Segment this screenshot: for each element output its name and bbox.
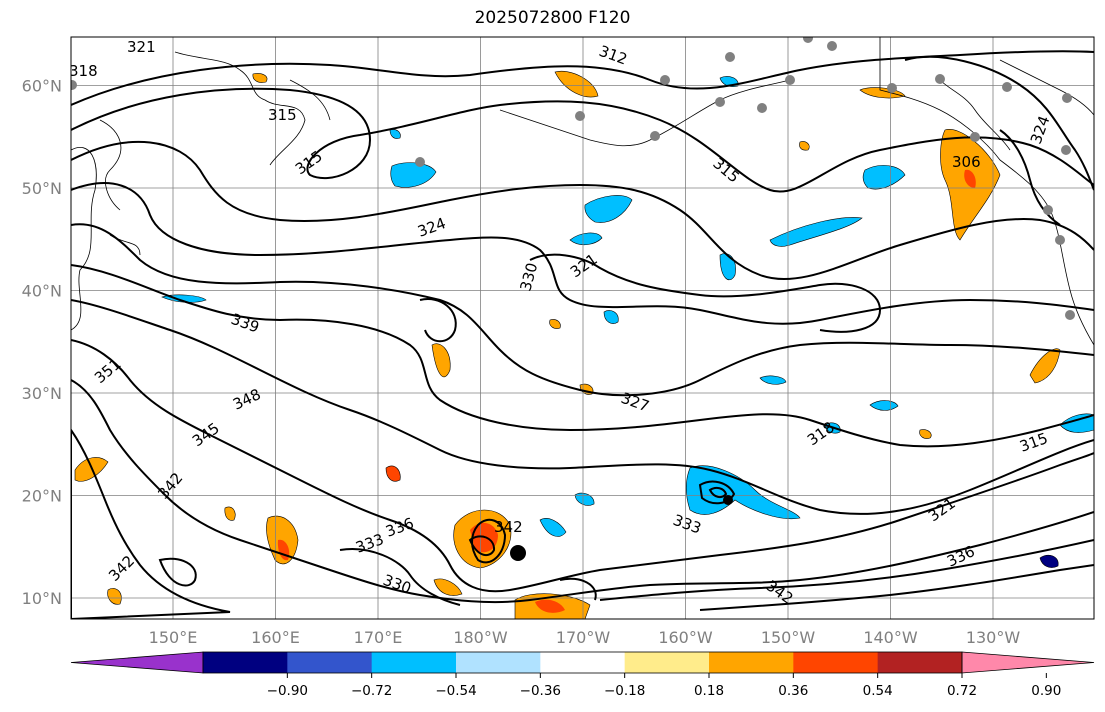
contour-label: 342	[494, 518, 523, 536]
blue-blob	[862, 165, 906, 190]
contour-label: 306	[952, 153, 981, 171]
blue-blob	[769, 217, 863, 247]
colorbar-segment	[624, 652, 710, 673]
orange-blob	[919, 429, 932, 439]
blue-blob	[1039, 554, 1059, 568]
longitude-label: 140°W	[863, 628, 918, 647]
orange-blob	[431, 343, 451, 377]
blue-blob	[869, 400, 899, 411]
blue-blob	[759, 375, 787, 385]
contour-lines	[71, 50, 1094, 619]
colorbar: −0.90 −0.72 −0.54 −0.36 −0.18 0.18 0.36 0.54 0.7…	[70, 651, 1095, 699]
latitude-label: 20°N	[22, 487, 62, 506]
colorbar-segment	[793, 652, 879, 673]
colorbar-tick-label: 0.18	[694, 683, 724, 699]
orange-blob	[799, 141, 810, 151]
orange-blob	[1029, 348, 1061, 384]
blue-blob	[574, 492, 595, 506]
longitude-label: 170°E	[354, 628, 403, 647]
blue-blob	[539, 518, 567, 537]
latitude-label: 50°N	[22, 179, 62, 198]
colorbar-segment	[456, 652, 541, 673]
colorbar-tick-label: −0.54	[435, 683, 476, 699]
longitude-label: 160°W	[658, 628, 713, 647]
colorbar-extend-low	[70, 651, 204, 674]
orange-blob	[433, 578, 463, 596]
colorbar-tick-label: −0.72	[351, 683, 392, 699]
colorbar-segment	[709, 652, 794, 673]
orange-blob	[385, 465, 401, 482]
colorbar-tick-label: 0.72	[947, 683, 977, 699]
red-blob	[964, 169, 976, 188]
longitude-labels: 150°E 160°E 170°E 180°W 170°W 160°W 150°W 140°W…	[149, 628, 1021, 647]
colorbar-segment	[540, 652, 626, 673]
latitude-label: 60°N	[22, 77, 62, 96]
orange-blob	[107, 588, 122, 605]
longitude-label: 180°W	[453, 628, 508, 647]
map-frame	[70, 36, 1095, 620]
colorbar-outline	[202, 651, 963, 674]
contour-label: 321	[127, 38, 156, 56]
longitude-label: 150°W	[761, 628, 816, 647]
latitude-label: 10°N	[22, 589, 62, 608]
colorbar-tick-label: 0.90	[1031, 683, 1061, 699]
colorbar-tick-label: −0.36	[520, 683, 561, 699]
contour-label: 315	[268, 106, 297, 124]
colorbar-segment	[203, 652, 288, 673]
colorbar-tick-label: −0.90	[267, 683, 308, 699]
latitude-label: 40°N	[22, 282, 62, 301]
colorbar-tick-label: 0.54	[863, 683, 893, 699]
blue-blob	[603, 310, 619, 324]
longitude-label: 150°E	[149, 628, 198, 647]
blue-blob	[389, 129, 401, 139]
colorbar-tick-label: 0.36	[778, 683, 808, 699]
colorbar-segment	[287, 652, 373, 673]
map-title: 2025072800 F120	[474, 8, 631, 28]
latitude-labels: 60°N 50°N 40°N 30°N 20°N 10°N	[22, 77, 62, 609]
map-area	[71, 37, 1094, 619]
longitude-label: 170°W	[556, 628, 611, 647]
storm-marker	[510, 545, 526, 561]
orange-blob	[549, 319, 561, 329]
blue-blob	[569, 232, 603, 246]
graticule	[71, 37, 1094, 619]
orange-blob	[554, 70, 599, 98]
orange-blob	[224, 506, 236, 521]
colorbar-extend-high	[961, 651, 1095, 674]
shading-layer	[74, 70, 1094, 619]
colorbar-segment	[371, 652, 457, 673]
storm-marker	[723, 495, 733, 505]
station-dots	[71, 37, 1075, 320]
colorbar-segment	[877, 652, 963, 673]
colorbar-tick-label: −0.18	[604, 683, 645, 699]
orange-blob	[252, 73, 268, 83]
red-blob	[535, 599, 565, 613]
longitude-label: 160°E	[251, 628, 300, 647]
latitude-label: 30°N	[22, 384, 62, 403]
contour-label: 318	[69, 62, 98, 80]
longitude-label: 130°W	[966, 628, 1021, 647]
blue-blob	[584, 195, 633, 223]
